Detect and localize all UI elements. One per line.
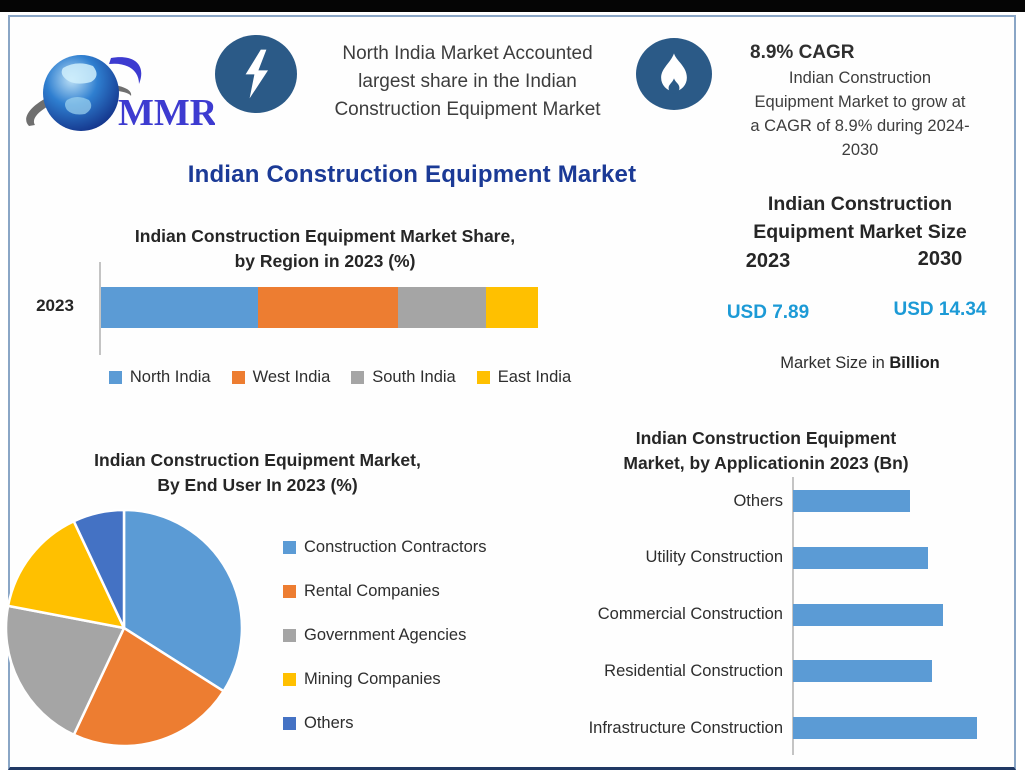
region-legend-item-east-india-label: East India [497, 368, 572, 386]
application-category-utility-construction: Utility Construction [645, 548, 783, 567]
region-legend-item-west-india: West India [231, 368, 331, 387]
region-legend-item-north-india: North India [108, 368, 211, 387]
cagr-line: Indian Construction [788, 69, 932, 87]
cagr-line: Equipment Market to grow at [754, 93, 966, 111]
market-size-year-end: 2030 [917, 248, 963, 270]
end-user-legend-item-government-agencies-label: Government Agencies [304, 626, 467, 644]
region-segment-west-india [258, 287, 399, 328]
cagr-line: 2030 [841, 141, 879, 159]
pie-slice-others [72, 508, 126, 630]
end-user-legend-item-government-agencies-swatch [283, 629, 296, 642]
application-bar-residential-construction [793, 660, 932, 683]
region-legend-item-east-india-swatch [476, 371, 490, 384]
pie-slice-mining-companies [6, 519, 126, 630]
region-legend-item-north-india-swatch [108, 371, 122, 384]
top-black-strip [0, 0, 1025, 12]
end-user-legend-item-mining-companies-label: Mining Companies [304, 670, 441, 688]
market-size-value-start: USD 7.89 [726, 302, 810, 323]
application-bar-others [793, 490, 910, 512]
application-bar-utility-construction [793, 546, 929, 569]
market-size-title-line: Equipment Market Size [753, 221, 967, 243]
application-category-residential-construction: Residential Construction [604, 661, 783, 680]
logo-text: MMR [118, 92, 215, 134]
region-chart-title-line: by Region in 2023 (%) [234, 251, 416, 271]
region-legend-item-east-india: East India [476, 368, 572, 387]
region-stacked-bar [101, 287, 538, 328]
application-chart: Others Utility Construction Commercial Con… [538, 477, 1025, 757]
region-legend: North India West India South India East Ind… [85, 368, 595, 387]
lightning-icon [245, 49, 268, 99]
market-size-title-line: Indian Construction [767, 193, 953, 215]
region-legend-item-west-india-swatch [231, 371, 245, 384]
end-user-legend-item-mining-companies: Mining Companies [283, 670, 487, 689]
cagr-title: 8.9% CAGR [750, 42, 855, 63]
end-user-legend: Construction Contractors Rental Companies… [283, 538, 487, 733]
end-user-legend-item-rental-companies-swatch [283, 585, 296, 598]
globe-icon: MMR [26, 55, 218, 134]
end-user-legend-item-others: Others [283, 714, 487, 733]
application-bar-commercial-construction [793, 603, 944, 626]
pie-slice-government-agencies [4, 604, 126, 737]
market-size-caption-unit: Billion [889, 354, 940, 372]
market-size-caption: Market Size in Billion [710, 354, 1010, 373]
application-bar-infrastructure-construction [793, 717, 978, 739]
end-user-legend-item-government-agencies: Government Agencies [283, 626, 487, 645]
mmr-logo: MMR [15, 30, 218, 138]
region-segment-south-india [398, 287, 486, 328]
application-category-infrastructure-construction: Infrastructure Construction [588, 718, 783, 737]
cagr-text: Indian Construction Equipment Market to … [700, 66, 1020, 162]
end-user-legend-item-rental-companies: Rental Companies [283, 582, 487, 601]
end-user-pie [4, 508, 244, 748]
end-user-chart-title-line: By End User In 2023 (%) [157, 475, 358, 495]
headline-line: largest share in the Indian [358, 71, 577, 92]
market-size-caption-prefix: Market Size in [780, 354, 890, 372]
flame-icon [661, 53, 687, 94]
end-user-legend-item-construction-contractors-label: Construction Contractors [304, 538, 487, 556]
end-user-legend-item-others-label: Others [304, 714, 354, 732]
end-user-chart-title-line: Indian Construction Equipment Market, [94, 450, 421, 470]
page-title: Indian Construction Equipment Market [187, 161, 637, 188]
application-chart-title: Indian Construction Equipment Market, by… [556, 426, 976, 476]
end-user-legend-item-mining-companies-swatch [283, 673, 296, 686]
market-size-title: Indian Construction Equipment Market Siz… [710, 190, 1010, 246]
application-category-commercial-construction: Commercial Construction [597, 605, 783, 623]
end-user-legend-item-construction-contractors: Construction Contractors [283, 538, 487, 557]
lightning-badge [215, 35, 297, 113]
end-user-legend-item-rental-companies-label: Rental Companies [304, 582, 440, 600]
region-segment-east-india [485, 287, 538, 328]
headline-line: Construction Equipment Market [334, 99, 601, 120]
application-y-axis-line [792, 477, 794, 755]
cagr-line: a CAGR of 8.9% during 2024- [750, 117, 970, 135]
region-chart-title-line: Indian Construction Equipment Market Sha… [134, 226, 516, 246]
region-legend-item-south-india: South India [351, 368, 456, 387]
application-category-others: Others [733, 491, 783, 510]
application-chart-title-line: Indian Construction Equipment [635, 428, 897, 448]
region-legend-item-west-india-label: West India [252, 368, 331, 386]
region-y-axis-line [99, 262, 101, 355]
flame-badge [636, 38, 712, 110]
application-chart-title-line: Market, by Applicationin 2023 (Bn) [623, 453, 909, 473]
cagr-block: 8.9% CAGR Indian Construction Equipment … [700, 42, 1020, 162]
region-y-tick-label: 2023 [36, 296, 74, 315]
end-user-legend-item-construction-contractors-swatch [283, 541, 296, 554]
end-user-legend-item-others-swatch [283, 717, 296, 730]
market-size-value-end: USD 14.34 [893, 299, 987, 320]
region-chart-title: Indian Construction Equipment Market Sha… [70, 224, 580, 274]
headline-text: North India Market Accounted largest sha… [295, 40, 640, 124]
end-user-chart-title: Indian Construction Equipment Market, By… [10, 448, 505, 498]
region-legend-item-south-india-label: South India [372, 368, 456, 386]
market-size-year-start: 2023 [745, 250, 791, 272]
region-segment-north-india [101, 287, 259, 328]
region-legend-item-south-india-swatch [351, 371, 365, 384]
region-legend-item-north-india-label: North India [129, 368, 211, 386]
headline-line: North India Market Accounted [342, 43, 593, 64]
